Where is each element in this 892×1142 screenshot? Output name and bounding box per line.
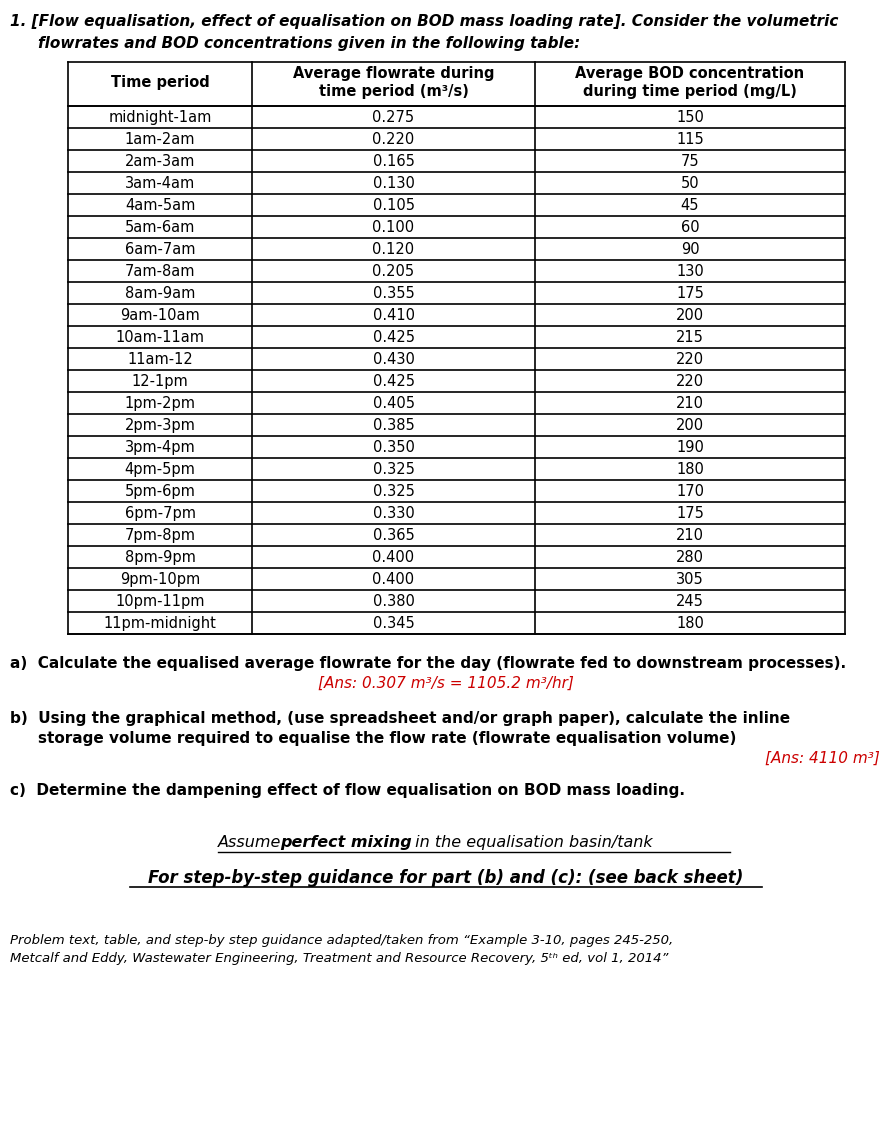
Text: 200: 200 [676,308,704,323]
Text: [Ans: 4110 m³]: [Ans: 4110 m³] [765,751,880,766]
Text: 150: 150 [676,110,704,124]
Text: Problem text, table, and step-by step guidance adapted/taken from “Example 3-10,: Problem text, table, and step-by step gu… [10,934,673,947]
Text: 0.425: 0.425 [373,373,415,389]
Text: 1am-2am: 1am-2am [125,132,195,147]
Text: 0.100: 0.100 [373,220,415,235]
Text: midnight-1am: midnight-1am [108,110,211,124]
Text: 0.330: 0.330 [373,506,415,521]
Text: 215: 215 [676,330,704,345]
Text: flowrates and BOD concentrations given in the following table:: flowrates and BOD concentrations given i… [38,37,581,51]
Text: 0.430: 0.430 [373,352,415,367]
Text: 0.385: 0.385 [373,418,415,433]
Text: 115: 115 [676,132,704,147]
Text: 2am-3am: 2am-3am [125,154,195,169]
Text: 2pm-3pm: 2pm-3pm [125,418,195,433]
Text: 9am-10am: 9am-10am [120,308,200,323]
Text: 3am-4am: 3am-4am [125,176,195,191]
Text: Average BOD concentration: Average BOD concentration [575,66,805,81]
Text: c)  Determine the dampening effect of flow equalisation on BOD mass loading.: c) Determine the dampening effect of flo… [10,783,685,798]
Text: 90: 90 [681,242,699,257]
Text: Metcalf and Eddy, Wastewater Engineering, Treatment and Resource Recovery, 5ᵗʰ e: Metcalf and Eddy, Wastewater Engineering… [10,952,668,965]
Text: 0.350: 0.350 [373,440,415,455]
Text: 210: 210 [676,528,704,542]
Text: in the equalisation basin/tank: in the equalisation basin/tank [410,835,653,850]
Text: 1. [Flow equalisation, effect of equalisation on BOD mass loading rate]. Conside: 1. [Flow equalisation, effect of equalis… [10,14,838,29]
Text: 75: 75 [681,154,699,169]
Text: Average flowrate during: Average flowrate during [293,66,494,81]
Text: Assume: Assume [218,835,286,850]
Text: 305: 305 [676,572,704,587]
Text: 0.380: 0.380 [373,594,415,609]
Text: 1pm-2pm: 1pm-2pm [125,396,195,411]
Text: 10pm-11pm: 10pm-11pm [115,594,205,609]
Text: 0.365: 0.365 [373,528,415,542]
Text: 0.425: 0.425 [373,330,415,345]
Text: 4pm-5pm: 4pm-5pm [125,463,195,477]
Text: 4am-5am: 4am-5am [125,198,195,214]
Text: 0.345: 0.345 [373,616,415,632]
Text: 3pm-4pm: 3pm-4pm [125,440,195,455]
Text: 130: 130 [676,264,704,279]
Text: 170: 170 [676,484,704,499]
Text: 45: 45 [681,198,699,214]
Text: 0.325: 0.325 [373,484,415,499]
Text: 180: 180 [676,616,704,632]
Text: 11pm-midnight: 11pm-midnight [103,616,217,632]
Text: 6pm-7pm: 6pm-7pm [125,506,195,521]
Text: during time period (mg/L): during time period (mg/L) [583,85,797,99]
Text: 50: 50 [681,176,699,191]
Text: 7am-8am: 7am-8am [125,264,195,279]
Text: b)  Using the graphical method, (use spreadsheet and/or graph paper), calculate : b) Using the graphical method, (use spre… [10,711,790,726]
Text: For step-by-step guidance for part (b) and (c): (see back sheet): For step-by-step guidance for part (b) a… [148,869,744,887]
Text: 0.205: 0.205 [373,264,415,279]
Text: perfect mixing: perfect mixing [280,835,412,850]
Text: 0.325: 0.325 [373,463,415,477]
Text: 12-1pm: 12-1pm [132,373,188,389]
Text: 0.355: 0.355 [373,286,415,301]
Text: [Ans: 0.307 m³/s = 1105.2 m³/hr]: [Ans: 0.307 m³/s = 1105.2 m³/hr] [318,676,574,691]
Text: 0.410: 0.410 [373,308,415,323]
Text: 0.105: 0.105 [373,198,415,214]
Text: 245: 245 [676,594,704,609]
Text: time period (m³/s): time period (m³/s) [318,85,468,99]
Text: 0.405: 0.405 [373,396,415,411]
Text: storage volume required to equalise the flow rate (flowrate equalisation volume): storage volume required to equalise the … [38,731,737,746]
Text: 0.400: 0.400 [373,572,415,587]
Text: 0.120: 0.120 [373,242,415,257]
Text: 210: 210 [676,396,704,411]
Text: a)  Calculate the equalised average flowrate for the day (flowrate fed to downst: a) Calculate the equalised average flowr… [10,656,847,671]
Text: 280: 280 [676,550,704,565]
Text: 175: 175 [676,506,704,521]
Text: 60: 60 [681,220,699,235]
Text: 0.220: 0.220 [372,132,415,147]
Text: 0.400: 0.400 [373,550,415,565]
Text: 11am-12: 11am-12 [128,352,193,367]
Text: 10am-11am: 10am-11am [115,330,204,345]
Text: 190: 190 [676,440,704,455]
Text: 5am-6am: 5am-6am [125,220,195,235]
Text: 220: 220 [676,352,704,367]
Text: 6am-7am: 6am-7am [125,242,195,257]
Text: 175: 175 [676,286,704,301]
Text: 0.130: 0.130 [373,176,415,191]
Text: 8am-9am: 8am-9am [125,286,195,301]
Text: 0.275: 0.275 [373,110,415,124]
Text: 9pm-10pm: 9pm-10pm [120,572,200,587]
Text: 180: 180 [676,463,704,477]
Text: 5pm-6pm: 5pm-6pm [125,484,195,499]
Text: 7pm-8pm: 7pm-8pm [125,528,195,542]
Text: 200: 200 [676,418,704,433]
Text: 0.165: 0.165 [373,154,415,169]
Text: Time period: Time period [111,75,210,90]
Text: 8pm-9pm: 8pm-9pm [125,550,195,565]
Text: 220: 220 [676,373,704,389]
